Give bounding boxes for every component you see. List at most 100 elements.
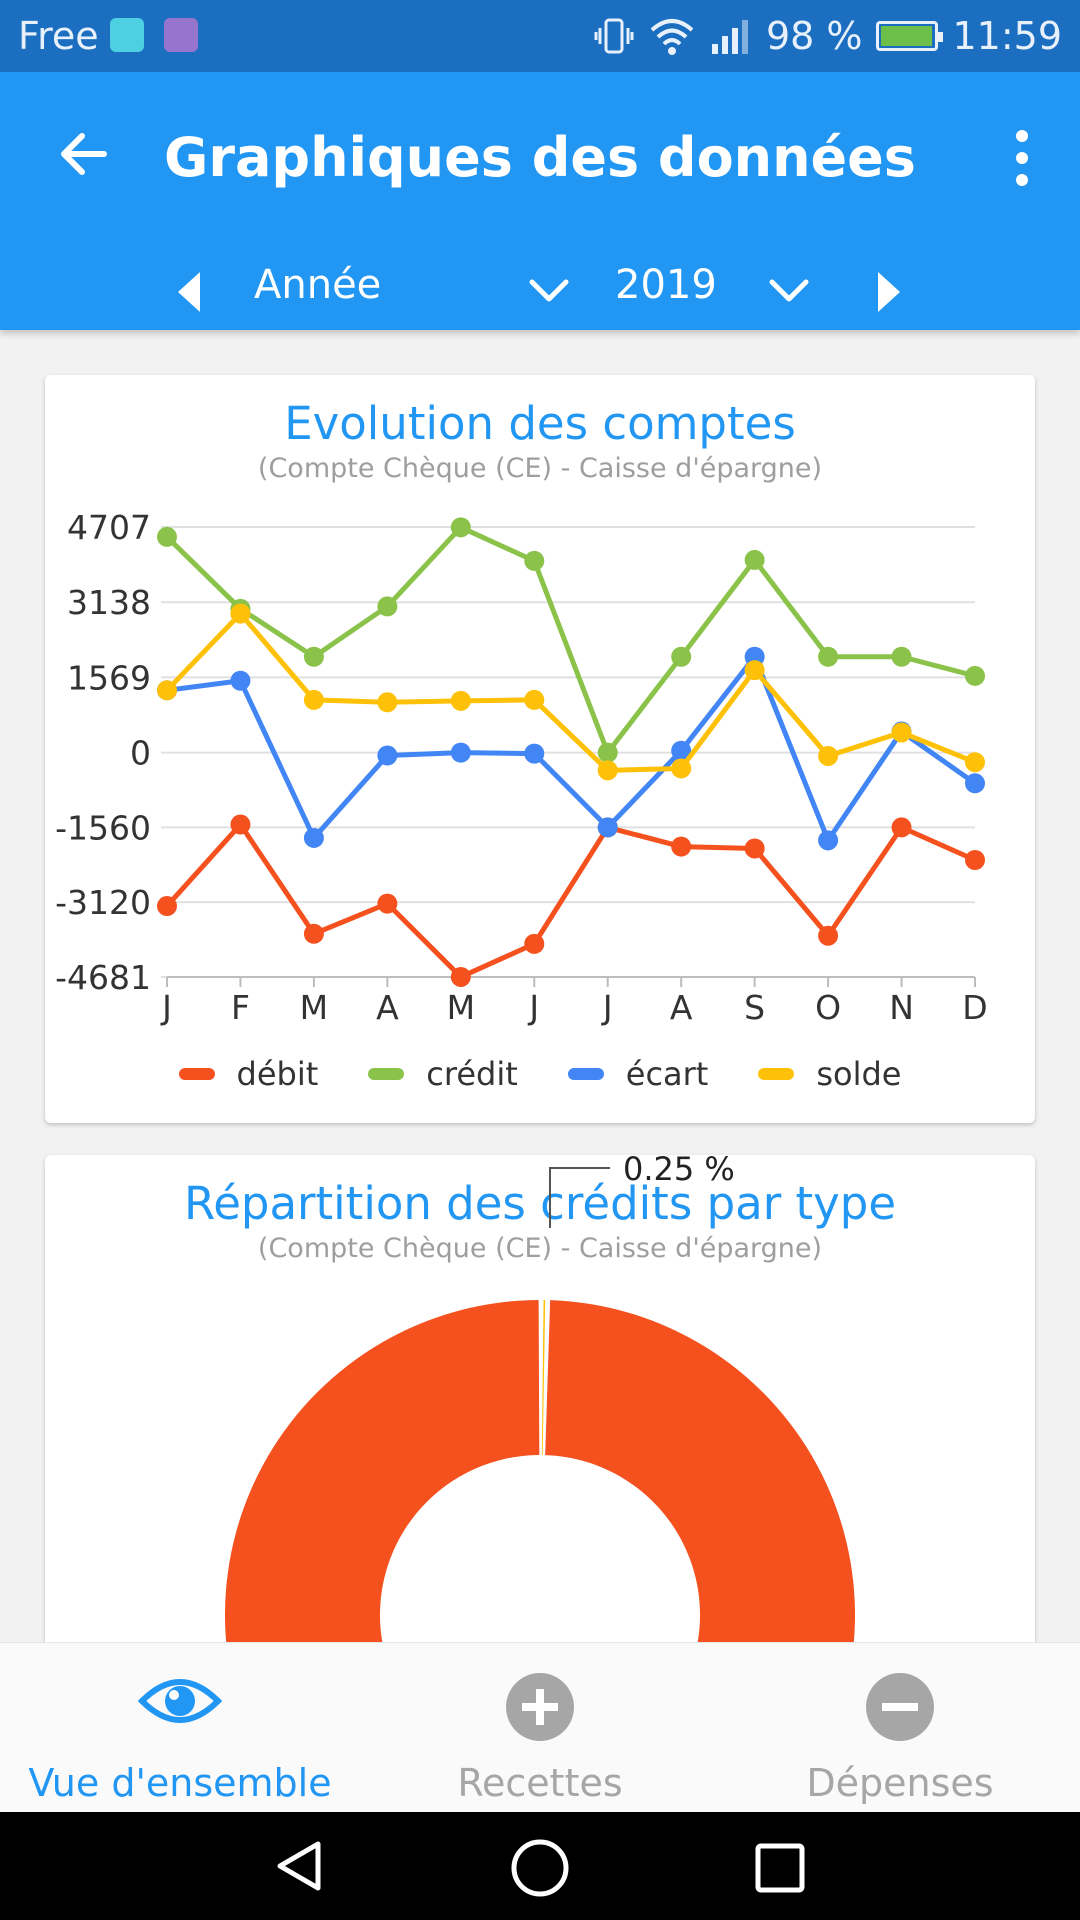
- legend-item-ecart[interactable]: écart: [567, 1055, 709, 1093]
- data-point: [744, 838, 765, 859]
- previous-period-icon[interactable]: [174, 270, 204, 314]
- data-point: [891, 646, 912, 667]
- page-title: Graphiques des données: [164, 126, 916, 189]
- data-point: [818, 745, 839, 766]
- nav-vue-ensemble[interactable]: Vue d'ensemble: [0, 1643, 360, 1813]
- battery-charging-icon: [876, 21, 944, 51]
- signal-icon: [711, 20, 748, 54]
- pie-slice: [541, 1300, 546, 1456]
- y-tick-label: 0: [130, 734, 151, 773]
- data-point: [671, 758, 692, 779]
- data-point: [965, 773, 985, 794]
- data-point: [524, 550, 545, 571]
- data-point: [965, 665, 985, 686]
- data-point: [671, 646, 692, 667]
- series-line: [166, 654, 977, 843]
- repartition-donut-chart: 0.25 %: [225, 1155, 856, 1695]
- battery-level: [881, 26, 933, 46]
- series-line: [165, 611, 976, 773]
- chevron-down-icon[interactable]: [768, 278, 810, 306]
- repartition-chart-title: Répartition des crédits par type: [183, 1177, 897, 1230]
- data-point: [377, 596, 398, 617]
- evolution-chart-subtitle: (Compte Chèque (CE) - Caisse d'épargne): [257, 453, 823, 484]
- data-point: [157, 526, 177, 547]
- data-point: [818, 646, 839, 667]
- data-point: [524, 743, 545, 764]
- repartition-card: Répartition des crédits par type (Compte…: [45, 1155, 1035, 1695]
- data-point: [303, 689, 324, 710]
- chart-legend: débit crédit écart solde: [45, 1055, 1035, 1093]
- year-select[interactable]: 2019: [615, 262, 717, 308]
- legend-label: écart: [625, 1055, 709, 1093]
- more-vert-icon[interactable]: [1008, 128, 1036, 188]
- x-tick-label: J: [160, 988, 172, 1027]
- android-icon: [110, 18, 144, 52]
- x-tick-label: A: [376, 988, 399, 1027]
- legend-label: crédit: [426, 1055, 518, 1093]
- data-point: [597, 760, 618, 781]
- battery-percent: 98 %: [765, 14, 863, 58]
- x-tick-label: J: [601, 988, 613, 1027]
- data-point: [597, 742, 618, 763]
- minus-circle-icon: [866, 1673, 934, 1741]
- pie-slice: [225, 1300, 856, 1695]
- plus-circle-icon: [506, 1673, 574, 1741]
- y-tick-label: -4681: [55, 958, 151, 997]
- x-tick-label: A: [670, 988, 693, 1027]
- data-point: [303, 923, 324, 944]
- app-bar: Graphiques des données Année 2019: [0, 72, 1080, 330]
- data-point: [891, 722, 912, 743]
- legend-swatch: [758, 1068, 795, 1080]
- data-point: [377, 893, 398, 914]
- data-point: [524, 933, 545, 954]
- nav-home-icon[interactable]: [510, 1838, 570, 1898]
- legend-label: solde: [816, 1055, 902, 1093]
- next-period-icon[interactable]: [874, 270, 904, 314]
- x-tick-label: S: [744, 988, 765, 1027]
- annotation-leader: [549, 1167, 610, 1228]
- legend-item-solde[interactable]: solde: [758, 1055, 901, 1093]
- x-tick-label: F: [231, 988, 250, 1027]
- y-tick-label: 3138: [67, 583, 151, 622]
- evolution-card: Evolution des comptes (Compte Chèque (CE…: [45, 375, 1035, 1123]
- nav-recents-icon[interactable]: [754, 1842, 806, 1894]
- period-mode-select[interactable]: Année: [254, 262, 382, 308]
- legend-item-credit[interactable]: crédit: [368, 1055, 518, 1093]
- data-point: [965, 849, 985, 870]
- clock: 11:59: [952, 14, 1062, 58]
- data-point: [524, 689, 545, 710]
- wifi-icon: [650, 19, 694, 55]
- system-navigation-bar: [0, 1812, 1080, 1920]
- y-tick-label: 1569: [67, 658, 151, 697]
- x-tick-label: M: [300, 988, 328, 1027]
- y-tick-label: -3120: [55, 883, 151, 922]
- x-tick-label: J: [527, 988, 539, 1027]
- vibrate-icon: [594, 18, 634, 54]
- data-point: [450, 742, 471, 763]
- nav-label: Vue d'ensemble: [28, 1761, 332, 1805]
- data-point: [597, 817, 618, 838]
- data-point: [744, 549, 765, 570]
- carrier-label: Free: [18, 14, 99, 58]
- back-arrow-icon[interactable]: [52, 122, 116, 186]
- data-point: [450, 517, 471, 538]
- status-icons: 98 % 11:59: [594, 14, 1062, 58]
- x-tick-label: M: [447, 988, 475, 1027]
- data-point: [230, 603, 251, 624]
- nav-depenses[interactable]: Dépenses: [720, 1643, 1080, 1813]
- nav-recettes[interactable]: Recettes: [360, 1643, 720, 1813]
- x-tick-label: N: [889, 988, 914, 1027]
- legend-item-debit[interactable]: débit: [178, 1055, 318, 1093]
- nav-label: Dépenses: [806, 1761, 994, 1805]
- data-point: [671, 836, 692, 857]
- slice-annotation-label: 0.25 %: [623, 1155, 735, 1188]
- data-point: [157, 680, 177, 701]
- data-point: [230, 670, 251, 691]
- eye-icon: [138, 1679, 222, 1723]
- nav-back-icon[interactable]: [272, 1838, 328, 1894]
- data-point: [230, 814, 251, 835]
- series-line: [165, 822, 977, 980]
- chevron-down-icon[interactable]: [528, 278, 570, 306]
